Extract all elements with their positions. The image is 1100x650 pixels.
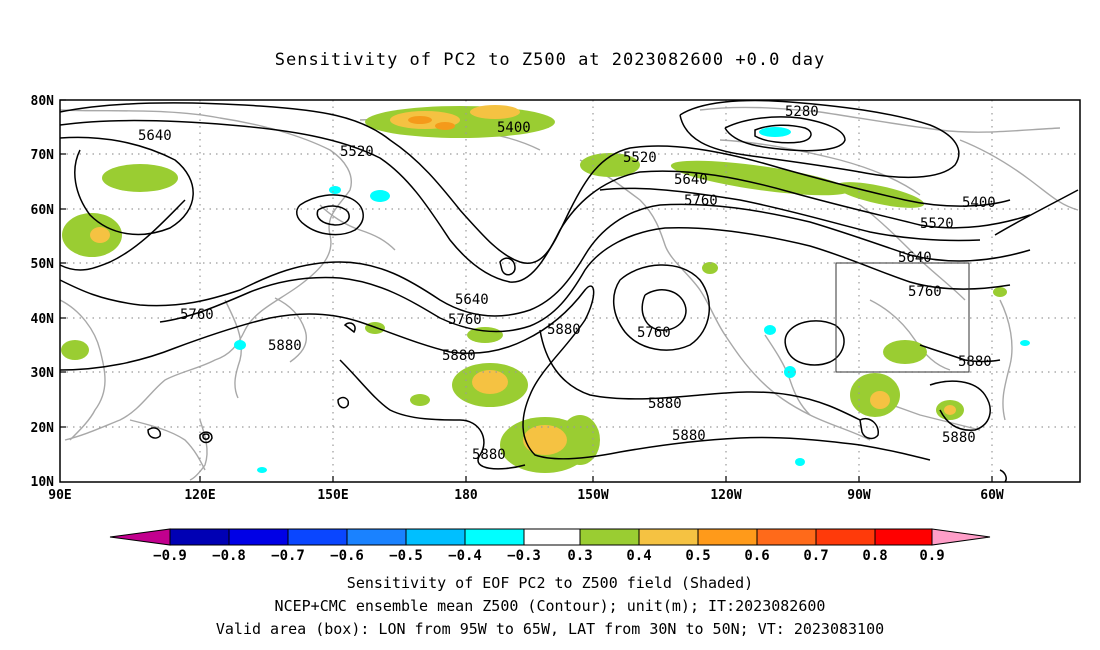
negative-03-patches xyxy=(234,127,1030,473)
lon-label: 90E xyxy=(48,488,71,503)
lat-label: 80N xyxy=(31,94,55,109)
contour-label: 5880 xyxy=(442,348,476,364)
colorbar-label: 0.5 xyxy=(685,548,710,564)
colorbar-box xyxy=(346,528,407,546)
lon-label: 150E xyxy=(317,488,348,503)
lon-label: 120E xyxy=(184,488,215,503)
contour-label: 5880 xyxy=(648,396,682,412)
colorbar-box xyxy=(579,528,640,546)
colorbar-label: 0.9 xyxy=(919,548,944,564)
colorbar-box xyxy=(228,528,289,546)
colorbar-labels: −0.9 −0.8 −0.7 −0.6 −0.5 −0.4 −0.3 0.3 0… xyxy=(153,548,945,564)
lon-label: 90W xyxy=(847,488,871,503)
colorbar-label: −0.3 xyxy=(507,548,541,564)
contour-label: 5640 xyxy=(898,250,932,266)
coastlines xyxy=(59,106,1079,481)
contour-label: 5520 xyxy=(623,150,657,166)
lat-label: 10N xyxy=(31,475,55,490)
colorbar xyxy=(109,528,991,546)
lat-label: 20N xyxy=(31,421,55,436)
contour-labels: 5280 5400 5400 5520 5520 5520 5640 5640 … xyxy=(138,104,996,463)
colorbar-box xyxy=(464,528,525,546)
axis-ticks xyxy=(60,99,993,482)
contour-label: 5880 xyxy=(472,447,506,463)
longitude-labels: 90E 120E 150E 180 150W 120W 90W 60W xyxy=(48,488,1004,503)
colorbar-box xyxy=(169,528,230,546)
grid-lines xyxy=(60,100,1080,482)
lat-label: 70N xyxy=(31,148,55,163)
lon-label: 60W xyxy=(980,488,1004,503)
colorbar-box xyxy=(405,528,466,546)
colorbar-right-arrow xyxy=(931,528,991,546)
colorbar-box xyxy=(287,528,348,546)
colorbar-label: −0.5 xyxy=(389,548,423,564)
lon-label: 180 xyxy=(454,488,478,503)
colorbar-box xyxy=(874,528,933,546)
colorbar-label: −0.6 xyxy=(330,548,364,564)
colorbar-label: 0.6 xyxy=(744,548,769,564)
contour-label: 5760 xyxy=(684,193,718,209)
lon-label: 120W xyxy=(710,488,741,503)
contour-label: 5880 xyxy=(958,354,992,370)
contour-label: 5880 xyxy=(268,338,302,354)
map-frame xyxy=(59,99,1081,483)
caption-valid-area: Valid area (box): LON from 95W to 65W, L… xyxy=(215,620,885,638)
colorbar-label: −0.9 xyxy=(153,548,187,564)
contour-label: 5760 xyxy=(180,307,214,323)
z500-contours xyxy=(59,99,1079,483)
contour-label: 5760 xyxy=(448,312,482,328)
colorbar-label: 0.7 xyxy=(803,548,828,564)
contour-label: 5640 xyxy=(674,172,708,188)
contour-label: 5400 xyxy=(497,120,531,136)
latitude-labels: 80N 70N 60N 50N 40N 30N 20N 10N xyxy=(31,94,55,490)
contour-label: 5640 xyxy=(455,292,489,308)
colorbar-label: −0.7 xyxy=(271,548,305,564)
contour-label: 5400 xyxy=(962,195,996,211)
contour-label: 5880 xyxy=(942,430,976,446)
colorbar-box xyxy=(815,528,876,546)
colorbar-label: −0.4 xyxy=(448,548,482,564)
lat-label: 30N xyxy=(31,366,55,381)
contour-label: 5880 xyxy=(672,428,706,444)
sensitivity-shading xyxy=(61,105,1030,473)
lat-label: 40N xyxy=(31,312,55,327)
contour-label: 5520 xyxy=(920,216,954,232)
caption-shading: Sensitivity of EOF PC2 to Z500 field (Sh… xyxy=(346,574,754,592)
colorbar-label: 0.8 xyxy=(862,548,887,564)
colorbar-box xyxy=(756,528,817,546)
contour-label: 5760 xyxy=(637,325,671,341)
contour-label: 5640 xyxy=(138,128,172,144)
caption-contour: NCEP+CMC ensemble mean Z500 (Contour); u… xyxy=(274,597,826,615)
colorbar-label: −0.8 xyxy=(212,548,246,564)
lat-label: 60N xyxy=(31,203,55,218)
colorbar-label: 0.3 xyxy=(567,548,592,564)
contour-label: 5280 xyxy=(785,104,819,120)
valid-area-box xyxy=(835,262,970,373)
colorbar-box xyxy=(697,528,758,546)
colorbar-left-arrow xyxy=(109,528,171,546)
lon-label: 150W xyxy=(577,488,608,503)
positive-05-patches xyxy=(408,116,455,130)
colorbar-label: 0.4 xyxy=(626,548,651,564)
map-title: Sensitivity of PC2 to Z500 at 2023082600… xyxy=(274,50,826,70)
contour-label: 5880 xyxy=(547,322,581,338)
contour-label: 5760 xyxy=(908,284,942,300)
colorbar-box xyxy=(638,528,699,546)
contour-label: 5520 xyxy=(340,144,374,160)
colorbar-box xyxy=(523,528,581,546)
lat-label: 50N xyxy=(31,257,55,272)
